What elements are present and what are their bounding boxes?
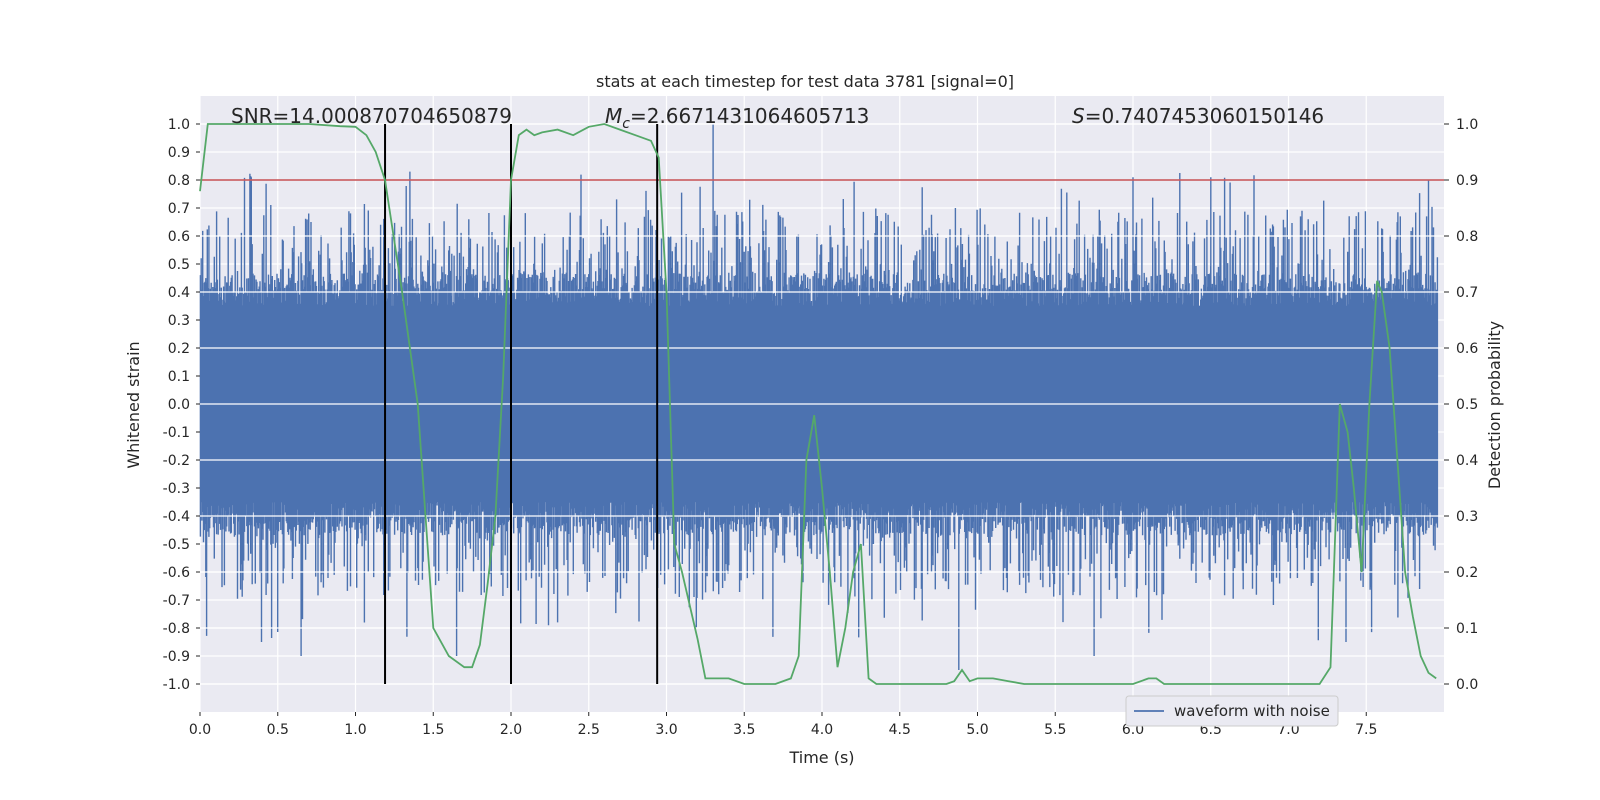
y-left-tick-label: 0.2 bbox=[168, 341, 190, 357]
x-tick-label: 5.5 bbox=[1044, 722, 1066, 738]
y-right-tick-label: 0.0 bbox=[1456, 677, 1478, 693]
y-left-tick-labels: 1.0 0.9 0.8 0.7 0.6 0.5 0.4 0.3 0.2 0.1 0.0 -0.1 -0.… bbox=[163, 117, 200, 693]
y-left-tick-label: -0.4 bbox=[163, 509, 190, 525]
legend-box bbox=[1125, 695, 1339, 727]
y-left-tick-label: 1.0 bbox=[168, 117, 190, 133]
x-tick-label: 2.0 bbox=[500, 722, 522, 738]
y-left-tick-label: -0.7 bbox=[163, 593, 190, 609]
x-tick-label: 7.5 bbox=[1355, 722, 1377, 738]
y-left-tick-label: 0.4 bbox=[168, 285, 190, 301]
detection-probability-line bbox=[199, 123, 1437, 685]
y-right-tick-label: 1.0 bbox=[1456, 117, 1478, 133]
x-tick-label: 4.0 bbox=[811, 722, 833, 738]
y-left-tick-label: 0.7 bbox=[168, 201, 190, 217]
y-right-tick-label: 0.6 bbox=[1456, 341, 1478, 357]
y-left-tick-label: -0.9 bbox=[163, 649, 190, 665]
y-right-tick-label: 0.2 bbox=[1456, 565, 1478, 581]
y-right-tick-label: 0.3 bbox=[1456, 509, 1478, 525]
x-tick-label: 5.0 bbox=[966, 722, 988, 738]
x-tick-label: 2.5 bbox=[578, 722, 600, 738]
y-right-tick-label: 0.8 bbox=[1456, 229, 1478, 245]
y-right-tick-label: 0.1 bbox=[1456, 621, 1478, 637]
y-left-tick-label: 0.5 bbox=[168, 257, 190, 273]
x-tick-label: 0.0 bbox=[189, 722, 211, 738]
noise-series bbox=[199, 124, 1439, 670]
snr-annotation: SNR=14.000870704650879 bbox=[231, 104, 512, 128]
y-right-tick-label: 0.7 bbox=[1456, 285, 1478, 301]
y-right-tick-label: 0.5 bbox=[1456, 397, 1478, 413]
x-tick-label: 4.5 bbox=[889, 722, 911, 738]
y-right-tick-label: 0.9 bbox=[1456, 173, 1478, 189]
legend-label: waveform with noise bbox=[1174, 702, 1330, 720]
s-symbol: S bbox=[1072, 104, 1085, 128]
y-left-axis-label: Whitened strain bbox=[124, 341, 143, 468]
s-annotation: S=0.7407453060150146 bbox=[1072, 104, 1324, 128]
y-left-tick-label: 0.9 bbox=[168, 145, 190, 161]
noise-waveform bbox=[199, 124, 1439, 670]
x-tick-label: 0.5 bbox=[267, 722, 289, 738]
chirp-mass-value: =2.6671431064605713 bbox=[630, 104, 869, 128]
x-axis-label: Time (s) bbox=[788, 748, 854, 767]
y-left-tick-label: 0.8 bbox=[168, 173, 190, 189]
y-right-tick-labels: 1.0 0.9 0.8 0.7 0.6 0.5 0.4 0.3 0.2 0.1 0.0 bbox=[1444, 117, 1478, 693]
y-left-tick-label: -0.5 bbox=[163, 537, 190, 553]
y-left-tick-label: 0.0 bbox=[168, 397, 190, 413]
x-tick-label: 1.5 bbox=[422, 722, 444, 738]
s-value: =0.7407453060150146 bbox=[1085, 104, 1324, 128]
y-left-tick-label: -0.3 bbox=[163, 481, 190, 497]
y-left-tick-label: -0.2 bbox=[163, 453, 190, 469]
y-left-tick-label: -1.0 bbox=[163, 677, 190, 693]
y-left-tick-label: 0.1 bbox=[168, 369, 190, 385]
x-tick-label: 1.0 bbox=[344, 722, 366, 738]
y-right-tick-label: 0.4 bbox=[1456, 453, 1478, 469]
vertical-markers bbox=[384, 124, 659, 684]
y-left-tick-label: 0.6 bbox=[168, 229, 190, 245]
chirp-mass-annotation: Mc=2.6671431064605713 bbox=[605, 104, 869, 132]
legend: waveform with noise bbox=[1125, 695, 1339, 727]
y-left-tick-label: 0.3 bbox=[168, 313, 190, 329]
chirp-mass-subscript: c bbox=[622, 116, 630, 132]
y-left-tick-label: -0.8 bbox=[163, 621, 190, 637]
x-tick-label: 3.5 bbox=[733, 722, 755, 738]
chart-title: stats at each timestep for test data 378… bbox=[596, 72, 1014, 91]
y-left-tick-label: -0.6 bbox=[163, 565, 190, 581]
chirp-mass-symbol: M bbox=[605, 104, 622, 128]
y-right-axis-label: Detection probability bbox=[1485, 321, 1504, 489]
y-left-tick-label: -0.1 bbox=[163, 425, 190, 441]
x-tick-label: 3.0 bbox=[655, 722, 677, 738]
